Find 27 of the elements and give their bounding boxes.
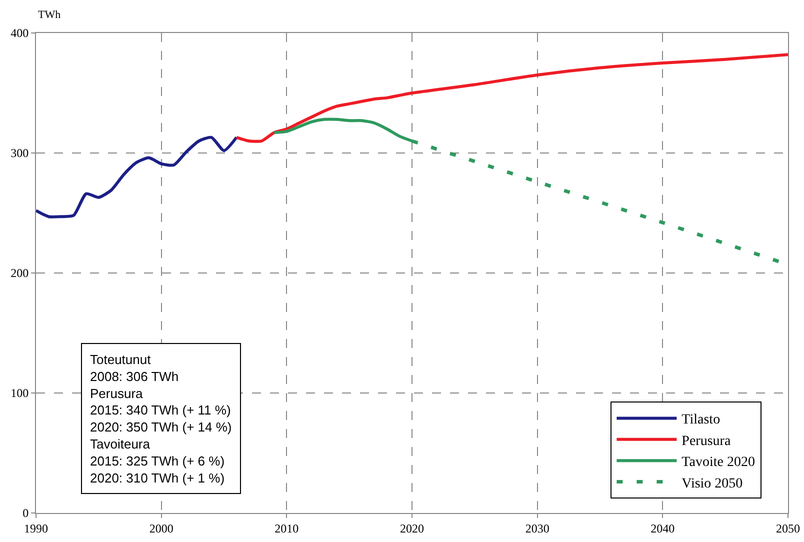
x-tick-label: 2030: [525, 521, 550, 536]
y-tick-label: 100: [10, 386, 29, 400]
x-tick-label: 1990: [24, 521, 48, 536]
legend-label: Visio 2050: [682, 476, 743, 492]
annotation: 2008: 306 TWh: [90, 368, 179, 384]
x-tick-label: 2000: [149, 521, 174, 536]
annotation: Perusura: [90, 386, 144, 401]
legend-label: Tavoite 2020: [682, 455, 755, 470]
y-tick-label: 0: [22, 506, 29, 520]
annotation: 2015: 340 TWh (+ 11 %): [90, 402, 231, 418]
x-tick-label: 2020: [400, 521, 424, 536]
y-axis-title: TWh: [38, 9, 62, 21]
annotation: 2020: 350 TWh (+ 14 %): [90, 420, 232, 435]
x-tick-label: 2050: [776, 521, 800, 536]
y-tick-label: 400: [10, 26, 29, 40]
x-tick-label: 2040: [650, 521, 675, 536]
annotation: 2020: 310 TWh (+ 1 %): [90, 470, 225, 486]
annotation: Toteutunut: [90, 352, 152, 367]
line-series: [235, 53, 788, 143]
x-tick-label: 2010: [274, 521, 299, 536]
annotation: 2015: 325 TWh (+ 6 %): [90, 453, 225, 468]
annotation: Tavoiteura: [90, 436, 151, 452]
line-series: [36, 136, 238, 218]
legend-label: Tilasto: [682, 412, 720, 428]
y-tick-label: 300: [10, 146, 29, 160]
y-tick-label: 200: [10, 266, 29, 280]
legend-label: Perusura: [682, 434, 732, 449]
